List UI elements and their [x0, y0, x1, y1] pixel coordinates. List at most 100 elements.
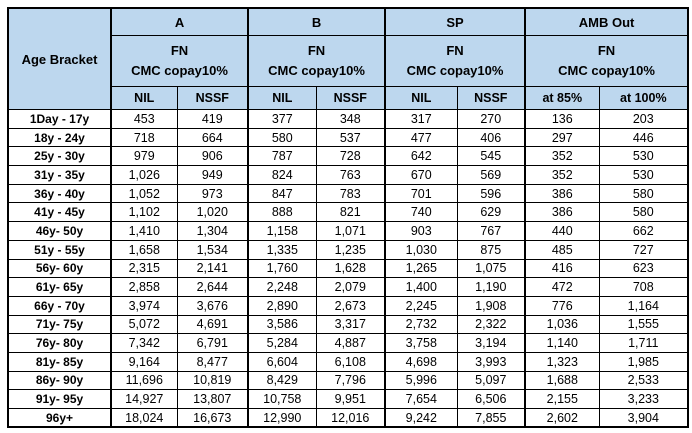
value-cell: 4,887 — [315, 333, 386, 353]
value-cell: 979 — [110, 146, 178, 167]
age-bracket-cell: 76y- 80y — [7, 333, 112, 353]
age-bracket-cell: 86y- 90y — [7, 370, 112, 391]
value-cell: 569 — [456, 165, 526, 185]
value-cell: 787 — [247, 146, 317, 167]
value-cell: 701 — [384, 183, 458, 204]
value-cell: 903 — [384, 221, 458, 241]
age-bracket-cell: 1Day - 17y — [7, 109, 112, 129]
value-cell: 1,071 — [315, 221, 386, 241]
value-cell: 973 — [176, 183, 249, 204]
value-cell: 1,985 — [598, 351, 689, 372]
value-cell: 664 — [176, 127, 249, 148]
section-header-a: A — [109, 7, 249, 36]
table-row: 41y - 45y 1,102 1,020 888 821 740 629 386 580 — [7, 202, 689, 223]
corner-header-age-bracket: Age Bracket — [7, 7, 112, 110]
value-cell: 352 — [524, 146, 600, 167]
table-row: 76y- 80y 7,342 6,791 5,284 4,887 3,758 3,194 1,… — [7, 333, 689, 353]
value-cell: 530 — [598, 146, 689, 167]
age-bracket-cell: 18y - 24y — [7, 127, 112, 148]
table-row: 18y - 24y 718 664 580 537 477 406 297 446 — [7, 127, 689, 148]
value-cell: 348 — [315, 109, 386, 129]
value-cell: 3,974 — [110, 295, 178, 316]
subheader-b-cmc: CMC copay10% — [268, 63, 365, 78]
subheader-b-plan: FN CMC copay10% — [247, 35, 386, 87]
age-bracket-cell: 46y- 50y — [7, 221, 112, 241]
value-cell: 9,951 — [315, 389, 386, 409]
value-cell: 2,732 — [384, 314, 458, 335]
col-header-b-nil: NIL — [247, 86, 317, 110]
value-cell: 3,586 — [247, 314, 317, 335]
table-row: 66y - 70y 3,974 3,676 2,890 2,673 2,245 1,908 7… — [7, 295, 689, 316]
value-cell: 1,020 — [176, 202, 249, 223]
age-bracket-cell: 61y- 65y — [7, 277, 112, 297]
value-cell: 3,758 — [384, 333, 458, 353]
value-cell: 728 — [315, 146, 386, 167]
value-cell: 727 — [598, 239, 689, 260]
value-cell: 6,108 — [315, 351, 386, 372]
table-row: 51y - 55y 1,658 1,534 1,335 1,235 1,030 875 485… — [7, 239, 689, 260]
age-bracket-cell: 66y - 70y — [7, 295, 112, 316]
table-row: 46y- 50y 1,410 1,304 1,158 1,071 903 767 440 662 — [7, 221, 689, 241]
value-cell: 3,233 — [598, 389, 689, 409]
value-cell: 1,335 — [247, 239, 317, 260]
col-header-sp-nssf: NSSF — [456, 86, 526, 110]
value-cell: 16,673 — [176, 408, 249, 428]
value-cell: 7,342 — [110, 333, 178, 353]
value-cell: 416 — [524, 258, 600, 279]
value-cell: 2,248 — [247, 277, 317, 297]
col-header-sp-nil: NIL — [384, 86, 458, 110]
value-cell: 783 — [315, 183, 386, 204]
value-cell: 537 — [315, 127, 386, 148]
col-header-amb-at100: at 100% — [598, 86, 689, 110]
table-header: Age Bracket A B SP AMB Out FN CMC copay1… — [7, 7, 689, 110]
value-cell: 3,993 — [456, 351, 526, 372]
table-row: 56y- 60y 2,315 2,141 1,760 1,628 1,265 1,075 41… — [7, 258, 689, 279]
value-cell: 10,819 — [176, 370, 249, 391]
col-header-amb-at85: at 85% — [524, 86, 600, 110]
value-cell: 5,996 — [384, 370, 458, 391]
value-cell: 2,673 — [315, 295, 386, 316]
value-cell: 949 — [176, 165, 249, 185]
table-row: 96y+ 18,024 16,673 12,990 12,016 9,242 7,855 2,… — [7, 408, 689, 428]
table-row: 36y - 40y 1,052 973 847 783 701 596 386 580 — [7, 183, 689, 204]
age-bracket-cell: 25y - 30y — [7, 146, 112, 167]
table-row: 86y- 90y 11,696 10,819 8,429 7,796 5,996 5,097… — [7, 370, 689, 391]
age-bracket-cell: 71y- 75y — [7, 314, 112, 335]
table-row: 91y- 95y 14,927 13,807 10,758 9,951 7,654 6,50… — [7, 389, 689, 409]
value-cell: 767 — [456, 221, 526, 241]
value-cell: 530 — [598, 165, 689, 185]
table-row: 25y - 30y 979 906 787 728 642 545 352 530 — [7, 146, 689, 167]
subheader-amb-cmc: CMC copay10% — [558, 63, 655, 78]
value-cell: 1,688 — [524, 370, 600, 391]
value-cell: 13,807 — [176, 389, 249, 409]
value-cell: 847 — [247, 183, 317, 204]
value-cell: 14,927 — [110, 389, 178, 409]
value-cell: 629 — [456, 202, 526, 223]
value-cell: 5,072 — [110, 314, 178, 335]
value-cell: 1,235 — [315, 239, 386, 260]
table-row: 61y- 65y 2,858 2,644 2,248 2,079 1,400 1,190 47… — [7, 277, 689, 297]
table-row: 71y- 75y 5,072 4,691 3,586 3,317 2,732 2,322 1,… — [7, 314, 689, 335]
subheader-a-cmc: CMC copay10% — [131, 63, 228, 78]
value-cell: 1,164 — [598, 295, 689, 316]
age-bracket-cell: 91y- 95y — [7, 389, 112, 409]
value-cell: 763 — [315, 165, 386, 185]
value-cell: 7,855 — [456, 408, 526, 428]
section-header-sp: SP — [384, 7, 526, 36]
value-cell: 440 — [524, 221, 600, 241]
value-cell: 1,760 — [247, 258, 317, 279]
value-cell: 12,990 — [247, 408, 317, 428]
value-cell: 2,141 — [176, 258, 249, 279]
section-header-b: B — [247, 7, 386, 36]
age-bracket-cell: 31y - 35y — [7, 165, 112, 185]
value-cell: 1,190 — [456, 277, 526, 297]
value-cell: 888 — [247, 202, 317, 223]
value-cell: 3,317 — [315, 314, 386, 335]
value-cell: 2,155 — [524, 389, 600, 409]
value-cell: 545 — [456, 146, 526, 167]
value-cell: 485 — [524, 239, 600, 260]
value-cell: 708 — [598, 277, 689, 297]
subheader-sp-cmc: CMC copay10% — [406, 63, 504, 78]
value-cell: 1,555 — [598, 314, 689, 335]
